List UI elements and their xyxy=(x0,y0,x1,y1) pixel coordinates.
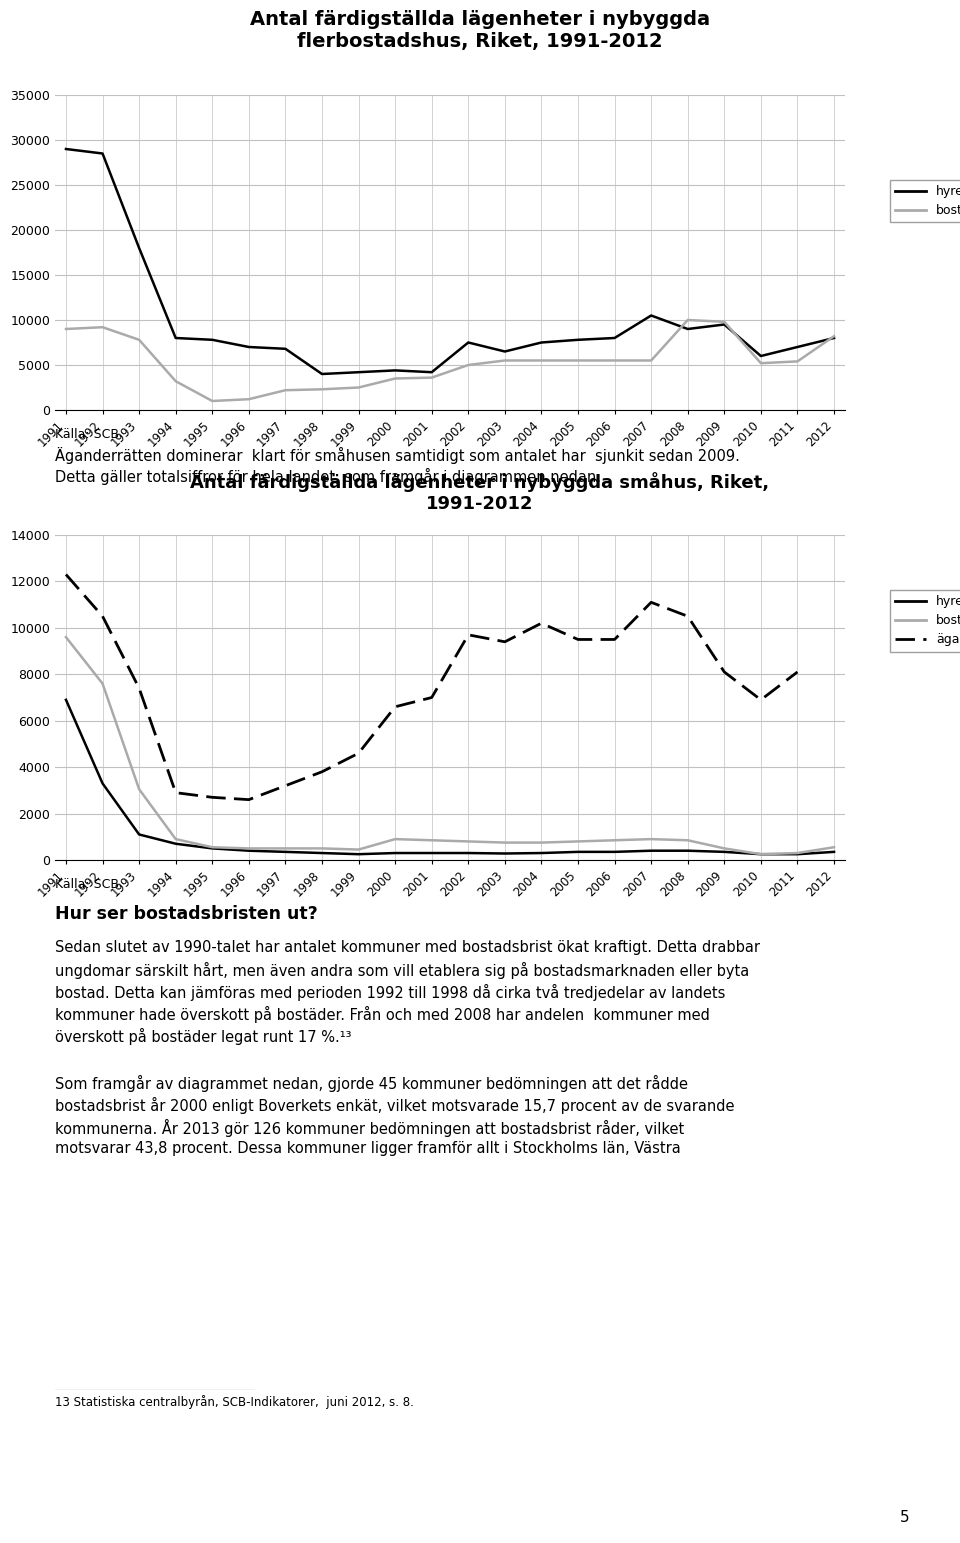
Text: 13 Statistiska centralbyrån, SCB-Indikatorer,  juni 2012, s. 8.: 13 Statistiska centralbyrån, SCB-Indikat… xyxy=(55,1395,414,1409)
Text: överskott på bostäder legat runt 17 %.¹³: överskott på bostäder legat runt 17 %.¹³ xyxy=(55,1028,351,1045)
Text: Som framgår av diagrammet nedan, gjorde 45 kommuner bedömningen att det rådde: Som framgår av diagrammet nedan, gjorde … xyxy=(55,1075,688,1092)
Text: Sedan slutet av 1990-talet har antalet kommuner med bostadsbrist ökat kraftigt. : Sedan slutet av 1990-talet har antalet k… xyxy=(55,940,760,955)
Text: ungdomar särskilt hårt, men även andra som vill etablera sig på bostadsmarknaden: ungdomar särskilt hårt, men även andra s… xyxy=(55,961,749,978)
Text: Källa: SCB: Källa: SCB xyxy=(55,427,119,441)
Text: Hur ser bostadsbristen ut?: Hur ser bostadsbristen ut? xyxy=(55,906,318,923)
Text: Äganderrätten dominerar  klart för småhusen samtidigt som antalet har  sjunkit s: Äganderrätten dominerar klart för småhus… xyxy=(55,447,740,464)
Text: bostad. Detta kan jämföras med perioden 1992 till 1998 då cirka två tredjedelar : bostad. Detta kan jämföras med perioden … xyxy=(55,984,726,1001)
Legend: hyresrätt, bostadsrätt: hyresrätt, bostadsrätt xyxy=(890,181,960,222)
Text: Källa: SCB: Källa: SCB xyxy=(55,878,119,890)
Text: kommunerna. År 2013 gör 126 kommuner bedömningen att bostadsbrist råder, vilket: kommunerna. År 2013 gör 126 kommuner bed… xyxy=(55,1119,684,1137)
Text: kommuner hade överskott på bostäder. Från och med 2008 har andelen  kommuner med: kommuner hade överskott på bostäder. Frå… xyxy=(55,1006,709,1023)
Text: Detta gäller totalsiffror för hela landet, som framgår i diagrammen nedan.: Detta gäller totalsiffror för hela lande… xyxy=(55,468,601,485)
Text: Antal färdigställda lägenheter i nybyggda småhus, Riket,
1991-2012: Antal färdigställda lägenheter i nybyggd… xyxy=(190,472,770,512)
Text: motsvarar 43,8 procent. Dessa kommuner ligger framför allt i Stockholms län, Väs: motsvarar 43,8 procent. Dessa kommuner l… xyxy=(55,1140,681,1156)
Text: Antal färdigställda lägenheter i nybyggda
flerbostadshus, Riket, 1991-2012: Antal färdigställda lägenheter i nybyggd… xyxy=(250,9,710,51)
Legend: hyresrätt, bostadsrätt, äganderätt: hyresrätt, bostadsrätt, äganderätt xyxy=(890,589,960,651)
Text: bostadsbrist år 2000 enligt Boverkets enkät, vilket motsvarade 15,7 procent av d: bostadsbrist år 2000 enligt Boverkets en… xyxy=(55,1097,734,1114)
Text: 5: 5 xyxy=(900,1511,910,1524)
